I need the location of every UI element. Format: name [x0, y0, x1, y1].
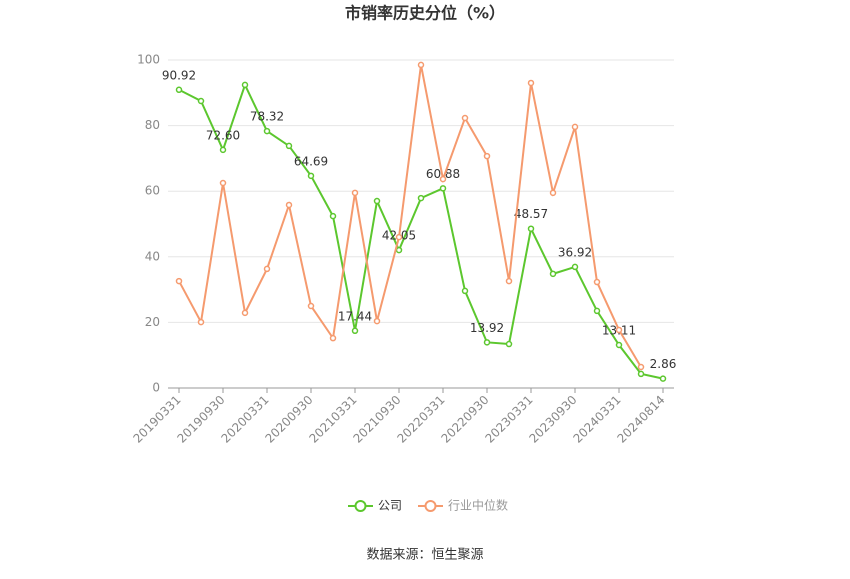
point — [395, 233, 403, 241]
point — [351, 189, 359, 197]
data-label: 72.60 — [206, 128, 240, 142]
point — [527, 225, 535, 232]
point — [329, 334, 337, 342]
y-tick-label: 40 — [145, 249, 160, 263]
point — [615, 326, 623, 334]
point — [241, 81, 249, 89]
point — [285, 142, 293, 150]
point — [571, 263, 579, 271]
point — [373, 317, 381, 325]
point — [593, 278, 601, 286]
point — [329, 212, 337, 220]
point — [527, 79, 535, 87]
point — [241, 309, 249, 317]
legend-marker — [354, 500, 367, 512]
point — [483, 339, 491, 346]
point — [461, 114, 469, 122]
data-label: 2.86 — [650, 357, 677, 371]
point — [175, 277, 183, 285]
data-label: 48.57 — [514, 207, 548, 221]
point — [615, 341, 623, 349]
point — [637, 363, 645, 371]
point — [549, 270, 557, 278]
point — [197, 97, 205, 105]
point — [307, 302, 315, 310]
point — [439, 185, 447, 192]
point — [307, 172, 315, 180]
legend-label: 行业中位数 — [448, 498, 508, 513]
point — [505, 277, 513, 285]
point — [263, 265, 271, 273]
data-label: 36.92 — [558, 245, 592, 259]
y-tick-label: 80 — [145, 118, 160, 132]
point — [219, 179, 227, 187]
y-tick-label: 100 — [137, 53, 160, 67]
source: 数据来源：恒生聚源 — [366, 548, 483, 563]
point — [505, 340, 513, 348]
data-label: 17.44 — [338, 309, 372, 323]
legend-marker — [424, 500, 437, 512]
y-tick-label: 60 — [145, 184, 160, 198]
point — [483, 152, 491, 160]
point — [461, 287, 469, 295]
y-tick-label: 20 — [145, 315, 160, 329]
series-line — [178, 64, 642, 368]
point — [637, 370, 645, 378]
point — [549, 189, 557, 197]
point — [417, 194, 425, 202]
point — [285, 201, 293, 209]
data-label: 90.92 — [162, 68, 196, 82]
point — [659, 375, 667, 382]
point — [395, 246, 403, 254]
point — [197, 318, 205, 326]
point — [439, 175, 447, 183]
point — [417, 61, 425, 69]
data-label: 13.92 — [470, 321, 504, 335]
data-label: 78.32 — [250, 110, 284, 124]
point — [593, 307, 601, 315]
data-label: 64.69 — [294, 154, 328, 168]
point — [219, 146, 227, 154]
legend-label: 公司 — [378, 499, 402, 513]
chart-title: 市销率历史分位（%） — [345, 4, 505, 23]
point — [571, 123, 579, 131]
point — [351, 327, 359, 335]
point — [175, 86, 183, 94]
y-tick-label: 0 — [152, 381, 160, 395]
point — [263, 127, 271, 135]
x-tick-label: 20240814 — [615, 393, 668, 446]
point — [373, 197, 381, 205]
